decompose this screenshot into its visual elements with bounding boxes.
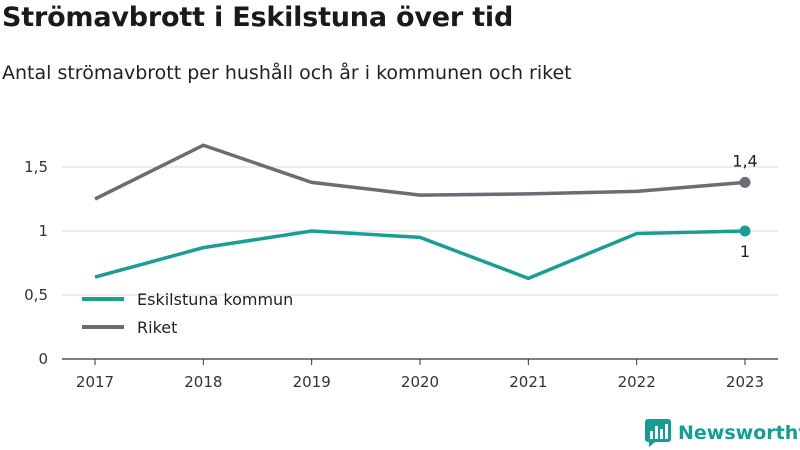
y-axis-ticks: 0 0,5 1 1,5 — [24, 158, 48, 368]
x-tick-label: 2018 — [184, 373, 222, 391]
legend-label: Riket — [137, 318, 177, 337]
series-end-point — [739, 176, 751, 188]
x-tick-label: 2020 — [401, 373, 439, 391]
data-labels: 11,4 — [732, 151, 757, 261]
x-tick-label: 2021 — [509, 373, 547, 391]
series-line-eskilstuna-kommun — [94, 229, 746, 281]
x-tick-label: 2019 — [293, 373, 331, 391]
y-tick-label: 1,5 — [24, 158, 48, 176]
y-tick-label: 0 — [38, 350, 48, 368]
chart-title: Strömavbrott i Eskilstuna över tid — [2, 2, 514, 33]
x-tick-label: 2023 — [726, 373, 764, 391]
newsworthy-logo-text: Newsworthy — [678, 422, 800, 444]
x-axis-ticks: 2017 2018 2019 2020 2021 2022 2023 — [76, 359, 764, 391]
legend-label: Eskilstuna kommun — [137, 290, 293, 309]
x-tick-label: 2017 — [76, 373, 114, 391]
end-value-label: 1,4 — [732, 151, 757, 170]
series-line-riket — [94, 143, 746, 201]
end-value-label: 1 — [740, 242, 750, 261]
x-tick-label: 2022 — [618, 373, 656, 391]
series-end-point — [739, 225, 751, 237]
newsworthy-logo: Newsworthy — [645, 418, 800, 448]
newsworthy-logo-icon — [645, 419, 671, 447]
y-tick-label: 1 — [38, 222, 48, 240]
y-tick-label: 0,5 — [24, 286, 48, 304]
chart-subtitle: Antal strömavbrott per hushåll och år i … — [2, 62, 572, 84]
series-lines — [94, 143, 751, 281]
legend: Eskilstuna kommun Riket — [82, 290, 293, 337]
